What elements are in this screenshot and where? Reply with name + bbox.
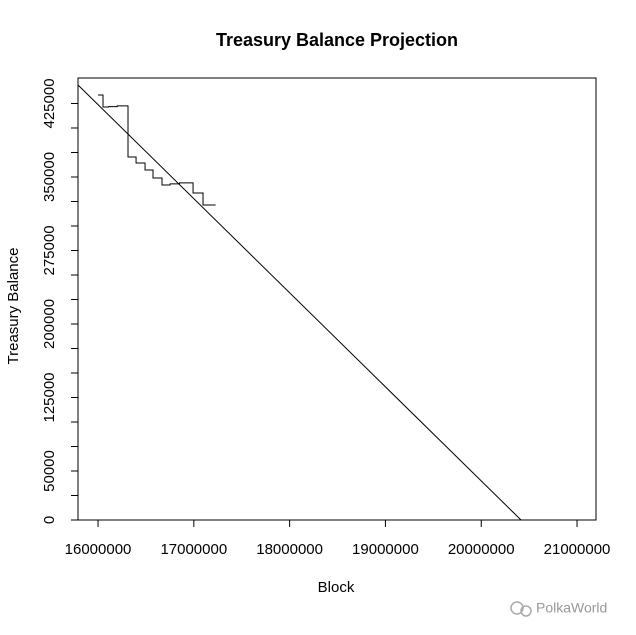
x-tick-label: 17000000 [160, 541, 227, 558]
data-line [98, 94, 216, 206]
x-tick-label: 19000000 [352, 541, 419, 558]
watermark-icon [510, 601, 532, 617]
y-tick-label: 200000 [41, 299, 58, 349]
y-tick-label: 350000 [41, 152, 58, 202]
x-tick-label: 20000000 [448, 541, 515, 558]
x-axis-label: Block [318, 579, 355, 596]
x-tick-label: 16000000 [65, 541, 132, 558]
x-tick-label: 18000000 [256, 541, 323, 558]
y-tick-label: 125000 [41, 372, 58, 422]
x-tick-label: 21000000 [544, 541, 611, 558]
y-axis-label: Treasury Balance [5, 248, 22, 365]
watermark: PolkaWorld [536, 600, 607, 616]
data-line [77, 84, 522, 521]
chart-title: Treasury Balance Projection [216, 30, 458, 50]
y-tick-label: 0 [41, 516, 58, 524]
y-tick-label: 50000 [41, 450, 58, 492]
y-tick-label: 275000 [41, 225, 58, 275]
y-tick-label: 425000 [41, 78, 58, 128]
